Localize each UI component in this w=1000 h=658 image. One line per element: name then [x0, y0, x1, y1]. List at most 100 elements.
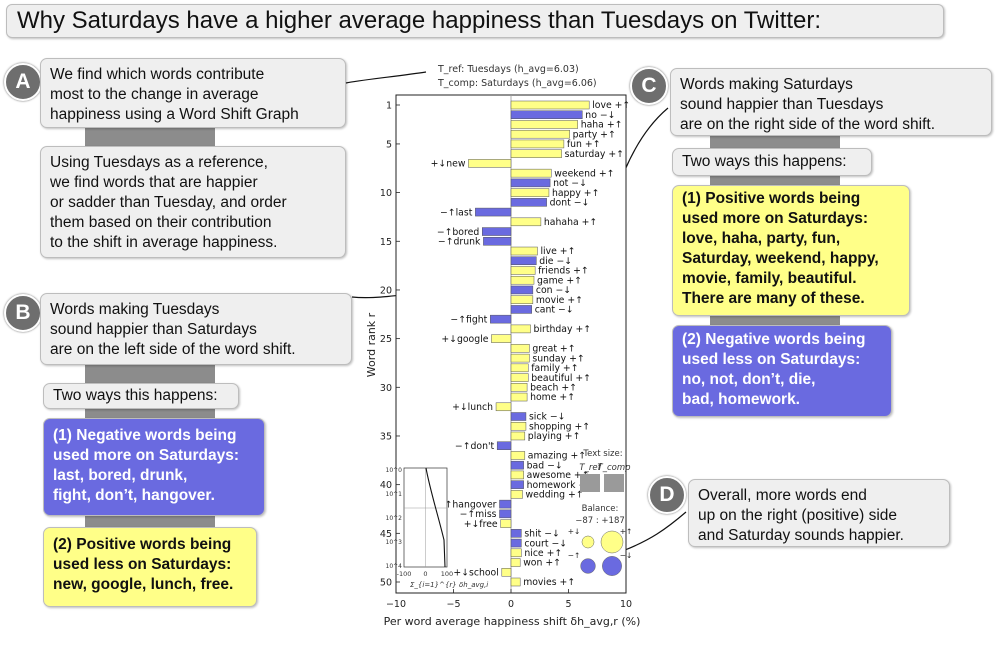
balance-circle [600, 530, 624, 554]
panel-b-intro-line: Words making Tuesdays [50, 301, 220, 318]
word-label: movie +↑ [536, 295, 583, 306]
word-label: family +↑ [531, 363, 578, 374]
word-bar [510, 120, 578, 129]
panel-c-pos-line: There are many of these. [682, 290, 865, 307]
word-bar [510, 139, 565, 149]
word-bar [490, 314, 512, 324]
panel-d-line: Overall, more words end [698, 487, 867, 504]
word-bar [482, 227, 512, 236]
cumulative-y-tick: 10^3 [386, 539, 403, 546]
word-label: −↑drunk [438, 236, 481, 247]
word-label: −↑hangover [437, 499, 497, 510]
word-label: friends +↑ [538, 266, 589, 277]
panel-b-intro-line: sound happier than Saturdays [50, 321, 257, 338]
panel-c-neg-line: bad, homework. [682, 391, 800, 408]
word-bar [510, 149, 562, 158]
y-tick-label: 30 [380, 383, 392, 394]
word-bar [499, 499, 512, 509]
word-bar [510, 460, 524, 470]
cumulative-x-label: Σ_{i=1}^{r} δh_avg,i [410, 581, 488, 589]
word-label: +↓new [431, 159, 466, 170]
word-label: no −↓ [585, 110, 615, 121]
word-bar [510, 100, 590, 110]
word-label: haha +↑ [581, 120, 623, 131]
word-label: −↑bored [437, 227, 480, 238]
balance-totals: −87 : +187 [575, 516, 625, 526]
word-label: shopping +↑ [529, 421, 590, 432]
connector-line-a [345, 71, 427, 84]
panel-a-intro-line: most to the change in average [50, 86, 259, 103]
cumulative-curve [425, 467, 446, 568]
word-bar [510, 412, 527, 421]
panel-a-method-line: or sadder than Tuesday, and order [50, 194, 287, 211]
panel-a-intro-line: happiness using a Word Shift Graph [50, 106, 299, 123]
word-bar [510, 577, 521, 587]
x-tick-label: 10 [620, 599, 632, 610]
word-label: −↑don't [455, 441, 495, 452]
word-label: great +↑ [532, 344, 575, 355]
balance-circle [581, 535, 595, 549]
panel-c-ways-text: Two ways this happens: [682, 153, 847, 170]
connector-line-d [624, 511, 687, 551]
panel-c-neg-line: used less on Saturdays: [682, 351, 861, 368]
word-label: won +↑ [523, 558, 561, 569]
panel-c-pos-line: used more on Saturdays: [682, 210, 869, 227]
word-bar [510, 266, 536, 275]
panel-c-pos-line: movie, family, beautiful. [682, 270, 857, 287]
word-bar [501, 568, 512, 577]
word-bar [510, 373, 529, 382]
panel-b-ways: Two ways this happens: [43, 383, 239, 409]
page-title: Why Saturdays have a higher average happ… [6, 4, 944, 38]
word-bar [510, 178, 551, 188]
word-label: sick −↓ [529, 412, 565, 423]
word-label: saturday +↑ [565, 149, 624, 160]
cumulative-inset-frame [403, 467, 448, 568]
text-size-block [604, 474, 624, 492]
word-label: happy +↑ [552, 188, 599, 199]
panel-a-method-line: Using Tuesdays as a reference, [50, 154, 268, 171]
y-tick-label: 15 [380, 237, 392, 248]
panel-c-pos-line: love, haha, party, fun, [682, 230, 841, 247]
word-bar [496, 441, 512, 450]
word-bar [475, 207, 512, 217]
panel-b-neg-line: fight, don’t, hangover. [53, 487, 215, 504]
word-bar [510, 110, 583, 119]
word-bar [510, 256, 537, 266]
word-label: +↓school [453, 567, 498, 578]
word-label: cant −↓ [535, 305, 574, 316]
word-label: con −↓ [536, 285, 571, 296]
word-label: beautiful +↑ [531, 373, 591, 384]
word-bar [510, 168, 552, 178]
connector-b2 [85, 408, 215, 418]
panel-b-neg-line: used more on Saturdays: [53, 447, 240, 464]
panel-b-pos-line: (2) Positive words being [53, 536, 232, 553]
word-bar [510, 295, 534, 304]
word-bar [510, 558, 521, 567]
chart-header-line: T_comp: Saturdays (h_avg=6.06) [437, 78, 597, 89]
word-label: beach +↑ [530, 383, 577, 394]
word-label: −↑last [440, 207, 473, 218]
y-tick-label: 40 [380, 480, 392, 491]
balance-circle [602, 556, 622, 576]
x-tick-label: −10 [386, 599, 406, 610]
word-label: −↑miss [460, 509, 497, 520]
panel-b-pos-line: new, google, lunch, free. [53, 576, 234, 593]
word-bar [510, 421, 527, 431]
panel-b-ways-text: Two ways this happens: [53, 387, 218, 404]
panel-d-line: up on the right (positive) side [698, 507, 898, 524]
word-label: weekend +↑ [554, 168, 614, 179]
word-bar [510, 129, 570, 139]
word-label: +↓lunch [452, 402, 493, 413]
y-tick-label: 5 [386, 139, 392, 150]
word-bar [468, 159, 512, 168]
panel-d-summary: Overall, more words end up on the right … [688, 479, 950, 547]
word-label: sunday +↑ [532, 353, 584, 364]
plot-frame [395, 94, 627, 594]
y-tick-label: 1 [386, 101, 392, 112]
word-label: shit −↓ [524, 529, 560, 540]
word-label: +↓google [441, 334, 488, 345]
panel-a-method-line: to the shift in average happiness. [50, 234, 278, 251]
word-label: playing +↑ [528, 431, 581, 442]
word-bar [510, 305, 532, 314]
word-bar [510, 275, 535, 285]
